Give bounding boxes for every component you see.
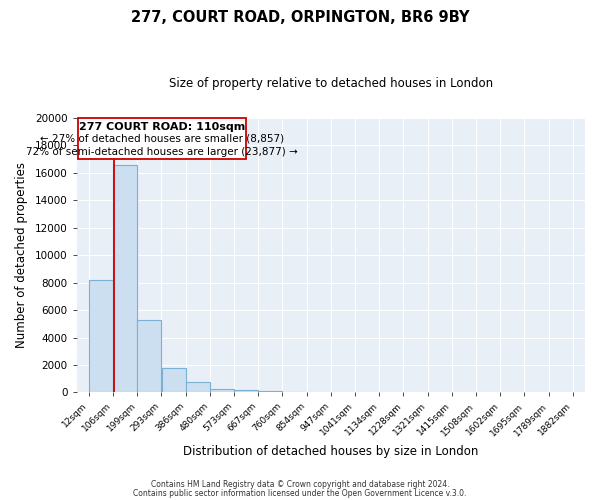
X-axis label: Distribution of detached houses by size in London: Distribution of detached houses by size …: [183, 444, 479, 458]
Bar: [234, 390, 258, 392]
Bar: [186, 382, 210, 392]
Text: ← 27% of detached houses are smaller (8,857): ← 27% of detached houses are smaller (8,…: [40, 134, 284, 143]
Text: Contains public sector information licensed under the Open Government Licence v.: Contains public sector information licen…: [133, 488, 467, 498]
Text: 72% of semi-detached houses are larger (23,877) →: 72% of semi-detached houses are larger (…: [26, 148, 298, 158]
Text: 277 COURT ROAD: 110sqm: 277 COURT ROAD: 110sqm: [79, 122, 245, 132]
Bar: [259, 391, 283, 392]
Title: Size of property relative to detached houses in London: Size of property relative to detached ho…: [169, 78, 493, 90]
FancyBboxPatch shape: [78, 118, 246, 159]
Bar: [89, 280, 113, 392]
Y-axis label: Number of detached properties: Number of detached properties: [15, 162, 28, 348]
Bar: [113, 164, 137, 392]
Bar: [210, 389, 234, 392]
Text: Contains HM Land Registry data © Crown copyright and database right 2024.: Contains HM Land Registry data © Crown c…: [151, 480, 449, 489]
Bar: [161, 368, 185, 392]
Text: 277, COURT ROAD, ORPINGTON, BR6 9BY: 277, COURT ROAD, ORPINGTON, BR6 9BY: [131, 10, 469, 25]
Bar: [137, 320, 161, 392]
